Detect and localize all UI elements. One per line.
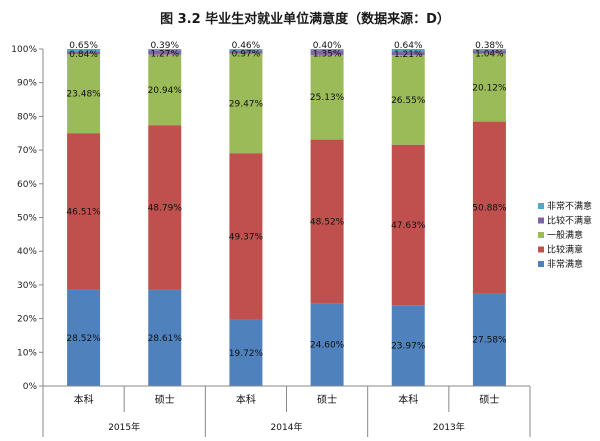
data-label: 46.51% xyxy=(66,208,101,218)
y-tick-label: 10% xyxy=(17,348,37,358)
bar-segment xyxy=(229,319,263,386)
data-label: 0.65% xyxy=(69,41,98,51)
data-label: 28.61% xyxy=(148,334,183,344)
legend-label: 一般满意 xyxy=(547,229,583,241)
data-label: 20.12% xyxy=(472,84,507,94)
bar-segment xyxy=(391,51,425,56)
legend-swatch xyxy=(538,232,544,238)
legend-swatch xyxy=(538,246,544,253)
bar-segment xyxy=(67,51,101,55)
bar-segment xyxy=(310,50,344,55)
data-label: 1.35% xyxy=(313,49,342,59)
legend-label: 比较不满意 xyxy=(547,215,592,227)
data-label: 28.52% xyxy=(66,334,101,344)
chart-title: 图 3.2 毕业生对就业单位满意度（数据来源：D） xyxy=(160,11,450,27)
bar-segment xyxy=(310,139,344,304)
bar-segment xyxy=(148,50,182,55)
x-category-label: 本科 xyxy=(74,393,94,406)
x-category-label: 硕士 xyxy=(317,393,337,406)
data-label: 1.27% xyxy=(150,49,179,59)
bar-segment xyxy=(472,293,506,386)
bar-segment xyxy=(391,144,425,306)
bar-segment xyxy=(472,50,506,54)
bar-segment xyxy=(67,133,101,290)
legend-swatch xyxy=(538,203,544,209)
bar-segment xyxy=(310,49,344,51)
bar-segment xyxy=(148,49,182,51)
data-label: 23.97% xyxy=(391,342,426,352)
data-label: 0.38% xyxy=(475,41,504,51)
data-label: 0.46% xyxy=(232,41,261,51)
bar-segment xyxy=(472,49,506,51)
legend-label: 比较满意 xyxy=(547,244,583,256)
bar-segment xyxy=(229,49,263,51)
data-label: 47.63% xyxy=(391,221,426,231)
data-label: 23.48% xyxy=(66,90,101,100)
bar-segment xyxy=(472,121,506,294)
data-label: 25.13% xyxy=(310,93,345,103)
y-tick-label: 70% xyxy=(17,146,37,156)
data-label: 50.88% xyxy=(472,203,507,213)
x-group-label: 2015年 xyxy=(108,421,140,433)
data-label: 20.94% xyxy=(148,86,183,96)
y-tick-label: 40% xyxy=(17,247,37,257)
y-tick-label: 90% xyxy=(17,79,37,89)
data-label: 49.37% xyxy=(229,232,264,242)
bar-segment xyxy=(67,49,101,52)
data-label: 26.55% xyxy=(391,96,426,106)
bar-segment xyxy=(67,54,101,134)
x-category-label: 本科 xyxy=(236,393,256,406)
bar-segment xyxy=(472,53,506,122)
data-label: 0.64% xyxy=(394,41,423,51)
legend-label: 非常不满意 xyxy=(547,200,592,212)
y-tick-label: 100% xyxy=(11,45,37,55)
bar-segment xyxy=(310,54,344,140)
data-label: 48.79% xyxy=(148,203,183,213)
y-tick-label: 80% xyxy=(17,112,37,122)
data-label: 48.52% xyxy=(310,217,345,227)
data-label: 19.72% xyxy=(229,349,264,359)
legend-swatch xyxy=(538,217,544,224)
data-label: 0.84% xyxy=(69,50,98,60)
x-category-label: 硕士 xyxy=(479,393,499,406)
data-label: 0.40% xyxy=(313,41,342,51)
data-label: 1.21% xyxy=(394,50,423,60)
bar-segment xyxy=(310,303,344,386)
bar-segment xyxy=(391,305,425,386)
legend-label: 非常满意 xyxy=(547,258,583,270)
bar-segment xyxy=(148,125,182,290)
data-label: 24.60% xyxy=(310,341,345,351)
bar-segment xyxy=(391,49,425,52)
y-tick-label: 60% xyxy=(17,180,37,190)
bar-segment xyxy=(67,289,101,386)
bar-segment xyxy=(229,153,263,320)
data-label: 0.39% xyxy=(150,41,179,51)
data-label: 0.97% xyxy=(232,50,261,60)
x-group-label: 2014年 xyxy=(271,421,303,433)
bar-segment xyxy=(229,50,263,54)
data-label: 1.04% xyxy=(475,49,504,59)
data-label: 29.47% xyxy=(229,100,264,110)
bar-segment xyxy=(148,289,182,386)
bar-segment xyxy=(148,54,182,126)
y-tick-label: 0% xyxy=(23,382,38,392)
y-tick-label: 30% xyxy=(17,281,37,291)
x-category-label: 硕士 xyxy=(155,393,175,406)
x-category-label: 本科 xyxy=(398,393,418,406)
x-group-label: 2013年 xyxy=(433,421,465,433)
y-tick-label: 50% xyxy=(17,214,37,224)
y-tick-label: 20% xyxy=(17,315,37,325)
legend-swatch xyxy=(538,261,544,267)
bar-segment xyxy=(391,55,425,145)
data-label: 27.58% xyxy=(472,336,507,346)
bar-segment xyxy=(229,53,263,154)
